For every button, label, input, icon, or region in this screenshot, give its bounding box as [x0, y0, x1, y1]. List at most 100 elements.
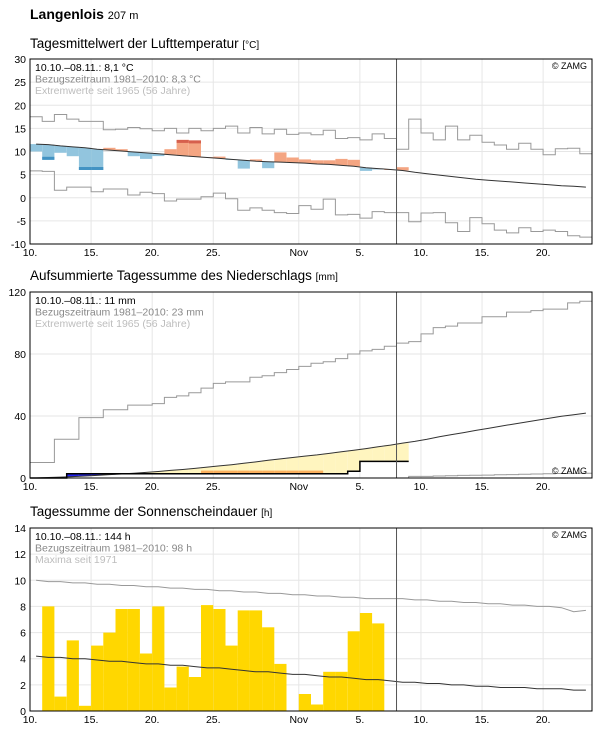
precip-deficit-area — [372, 446, 385, 462]
precip-accumulated-line — [30, 460, 409, 479]
sunshine-bar — [91, 645, 104, 711]
sunshine-bar — [176, 666, 189, 711]
x-tick-label: 20. — [145, 481, 160, 493]
x-tick-label: 5. — [355, 481, 364, 493]
x-tick-label: 5. — [355, 247, 364, 259]
info-line-2: Bezugszeitraum 1981–2010: 98 h — [35, 543, 192, 555]
x-tick-label: 15. — [475, 714, 490, 726]
temperature-extreme-marker — [42, 156, 55, 160]
temperature-min-line — [30, 170, 592, 238]
info-line-3: Maxima seit 1971 — [35, 554, 117, 566]
sunshine-bar — [274, 663, 287, 711]
sunshine-bar — [311, 704, 324, 711]
sunshine-bar — [103, 632, 116, 711]
y-tick-label: 40 — [14, 411, 26, 423]
x-tick-label: 25. — [206, 247, 221, 259]
precip-deficit-area — [152, 471, 165, 474]
precip-deficit-area — [201, 467, 214, 474]
x-tick-label: 25. — [206, 481, 221, 493]
plot-area-precipitation: 0 40 80 120 10. 15. 20. 25. Nov 5. 10. 15. 20. 10.10.… — [8, 287, 593, 493]
precip-deficit-area — [311, 454, 324, 474]
sunshine-bar — [42, 606, 55, 711]
temperature-anomaly-bar — [140, 152, 153, 159]
x-tick-label: 10. — [23, 714, 38, 726]
temperature-anomaly-bar — [249, 159, 263, 162]
sunshine-mean-line — [36, 655, 586, 691]
y-tick-label: 20 — [14, 100, 26, 112]
sunshine-bar — [372, 623, 385, 711]
temperature-panel-title: Tagesmittelwert der Lufttemperatur [°C] — [30, 36, 259, 51]
y-tick-label: -5 — [17, 216, 26, 228]
temperature-anomaly-bar — [66, 146, 79, 157]
temperature-anomaly-bar — [127, 152, 140, 157]
temperature-anomaly-bar — [103, 147, 116, 151]
y-tick-label: 10 — [14, 147, 26, 159]
temperature-title-text: Tagesmittelwert der Lufttemperatur — [30, 36, 239, 51]
temperature-anomaly-bar — [237, 160, 250, 169]
precip-deficit-area — [188, 468, 201, 474]
y-tick-label: 6 — [20, 628, 26, 640]
temperature-anomaly-bar — [164, 149, 177, 155]
precip-deficit-band — [201, 470, 214, 474]
x-tick-label: 10. — [23, 247, 38, 259]
y-tick-label: 12 — [14, 549, 26, 561]
sunshine-bar — [323, 671, 336, 711]
y-tick-label: 10 — [14, 575, 26, 587]
sunshine-unit: [h] — [261, 508, 273, 519]
temperature-anomaly-bar — [188, 140, 201, 157]
temperature-anomaly-bar — [54, 145, 67, 153]
station-header: Langenlois 207 m — [30, 6, 138, 22]
temperature-extreme-marker — [78, 167, 92, 170]
precip-deficit-band — [298, 470, 311, 474]
info-line-1: 10.10.–08.11.: 8,1 °C — [35, 62, 134, 74]
x-tick-label: 15. — [84, 481, 99, 493]
copyright-label: © ZAMG — [552, 61, 587, 71]
precip-deficit-area — [335, 451, 348, 474]
precip-deficit-area — [323, 453, 336, 474]
temperature-anomaly-bar — [213, 156, 226, 159]
precip-deficit-band — [225, 470, 238, 474]
precip-surplus-area — [66, 473, 79, 477]
info-line-3: Extremwerte seit 1965 (56 Jahre) — [35, 318, 190, 330]
y-tick-label: 25 — [14, 77, 26, 89]
x-tick-label: 15. — [475, 247, 490, 259]
x-tick-label: 20. — [536, 481, 551, 493]
plot-border — [29, 58, 593, 245]
sunshine-bar — [237, 610, 250, 711]
info-line-2: Bezugszeitraum 1981–2010: 23 mm — [35, 307, 204, 319]
sunshine-bar — [213, 609, 226, 711]
sunshine-bar — [201, 605, 214, 711]
x-tick-label: 20. — [145, 714, 160, 726]
precip-deficit-band — [237, 470, 250, 474]
sunshine-bar — [140, 653, 153, 711]
temperature-anomaly-bar — [262, 161, 275, 169]
precipitation-unit: [mm] — [315, 272, 338, 283]
temperature-anomaly-bar — [311, 160, 324, 164]
sunshine-bar — [66, 640, 79, 711]
y-tick-label: -10 — [11, 239, 26, 251]
info-line-1: 10.10.–08.11.: 144 h — [35, 531, 131, 543]
temperature-anomaly-bar — [286, 157, 299, 163]
precip-deficit-area — [384, 445, 397, 462]
precip-deficit-area — [164, 470, 177, 474]
plot-border — [29, 291, 593, 479]
sunshine-bar — [127, 609, 140, 711]
x-tick-label: 10. — [23, 481, 38, 493]
sunshine-max-line — [36, 579, 586, 613]
temperature-mean-line — [36, 143, 586, 188]
y-tick-label: 0 — [20, 193, 26, 205]
y-tick-label: 120 — [8, 287, 26, 299]
x-tick-label: 10. — [414, 481, 429, 493]
temperature-anomaly-bar — [152, 153, 165, 157]
y-tick-label: 4 — [20, 654, 26, 666]
temperature-anomaly-bar — [359, 167, 373, 171]
plot-area-temperature: -10 -5 0 5 10 15 20 25 30 10. 15. 20. 25. Nov 5. 10. 15.… — [11, 54, 593, 259]
x-tick-label: 25. — [206, 714, 221, 726]
temperature-max-line — [30, 114, 592, 156]
temperature-anomaly-bar — [335, 158, 348, 166]
sunshine-bar — [54, 696, 67, 711]
plot-area-sunshine: 0 2 4 6 8 10 12 14 10. 15. 20. 25. Nov 5. 10. 15. 20. 10.… — [14, 523, 593, 726]
precip-deficit-band — [249, 470, 263, 474]
temperature-extreme-marker — [91, 167, 104, 170]
sunshine-bar — [359, 613, 373, 711]
